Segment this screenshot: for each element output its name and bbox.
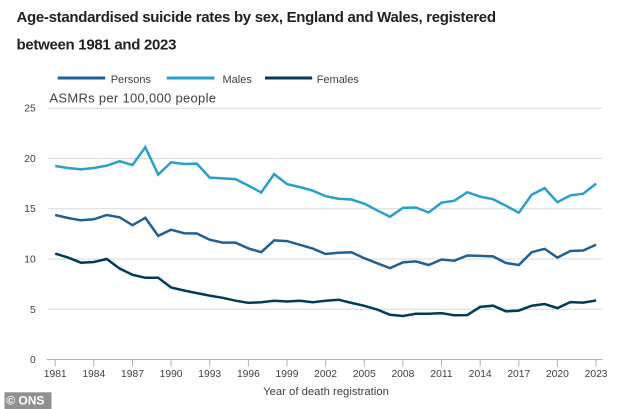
svg-text:Age-standardised suicide rates: Age-standardised suicide rates by sex, E… — [17, 9, 496, 26]
svg-text:1996: 1996 — [237, 369, 260, 380]
svg-text:Males: Males — [223, 74, 253, 86]
svg-text:1999: 1999 — [276, 369, 299, 380]
svg-text:10: 10 — [24, 255, 36, 266]
svg-text:2005: 2005 — [353, 369, 376, 380]
svg-text:1984: 1984 — [82, 369, 105, 380]
svg-text:between 1981 and 2023: between 1981 and 2023 — [17, 37, 177, 54]
svg-text:5: 5 — [30, 305, 36, 316]
svg-text:1981: 1981 — [44, 369, 67, 380]
svg-text:15: 15 — [24, 204, 36, 215]
svg-text:2020: 2020 — [546, 369, 569, 380]
svg-text:Year of death registration: Year of death registration — [263, 386, 389, 398]
svg-text:2014: 2014 — [469, 369, 492, 380]
svg-text:1987: 1987 — [121, 369, 144, 380]
svg-text:Females: Females — [317, 74, 360, 86]
svg-text:2011: 2011 — [430, 369, 452, 380]
svg-text:2017: 2017 — [507, 369, 530, 380]
svg-text:20: 20 — [24, 154, 36, 165]
svg-text:1993: 1993 — [198, 369, 221, 380]
svg-text:1990: 1990 — [160, 369, 183, 380]
svg-text:2002: 2002 — [314, 369, 337, 380]
svg-text:2008: 2008 — [391, 369, 414, 380]
svg-text:ASMRs per 100,000 people: ASMRs per 100,000 people — [49, 91, 216, 106]
svg-text:Persons: Persons — [111, 74, 152, 86]
svg-text:25: 25 — [24, 104, 36, 115]
svg-text:2023: 2023 — [585, 369, 608, 380]
svg-text:© ONS: © ONS — [6, 394, 44, 408]
svg-text:0: 0 — [30, 355, 36, 366]
